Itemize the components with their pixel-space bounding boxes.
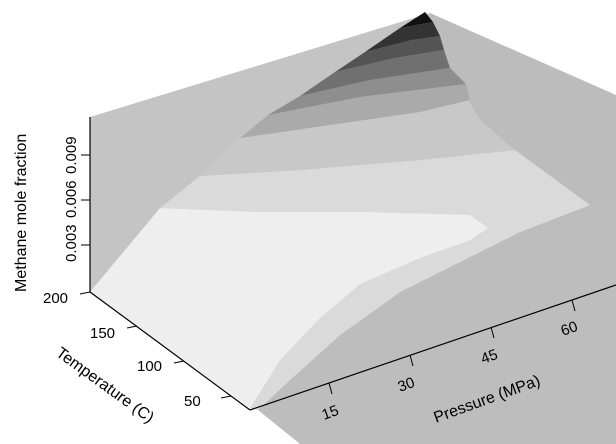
y-tick-100	[173, 360, 185, 364]
y-axis-label: Temperature (C)	[53, 344, 157, 426]
z-axis-label: Methane mole fraction	[13, 134, 30, 292]
x-tick-30	[409, 354, 414, 367]
surface-band-8	[365, 22, 440, 52]
y-tick-150	[126, 325, 138, 329]
x-axis-line	[249, 284, 616, 411]
surface-band-7	[335, 36, 444, 72]
y-tick-label-150: 150	[90, 325, 115, 342]
y-tick-label-50: 50	[184, 393, 201, 410]
y-tick-200	[79, 291, 91, 295]
x-tick-15	[328, 382, 333, 395]
y-tick-label-100: 100	[137, 358, 162, 375]
surface-band-5	[268, 68, 466, 115]
y-tick-label-200: 200	[43, 290, 68, 307]
y-tick-50	[220, 395, 232, 399]
x-tick-label-60: 60	[559, 318, 580, 340]
surface-band-6	[300, 50, 450, 96]
z-tick-label-0.003: 0.003	[63, 224, 80, 262]
surface-lower-right	[258, 200, 616, 444]
surface-band-3	[200, 100, 515, 176]
z-tick-label-0.006: 0.006	[63, 180, 80, 218]
surface-band-9	[400, 12, 433, 28]
z-tick-label-0.009: 0.009	[63, 136, 80, 174]
x-tick-label-45: 45	[479, 346, 500, 368]
surface-band-2	[160, 150, 590, 410]
x-tick-label-15: 15	[320, 402, 341, 424]
x-tick-60	[571, 299, 576, 312]
surface-band-4	[240, 84, 470, 138]
surface-band-1	[90, 208, 488, 408]
x-tick-label-30: 30	[396, 374, 417, 396]
y-axis-line	[89, 291, 251, 411]
x-tick-45	[490, 326, 495, 339]
